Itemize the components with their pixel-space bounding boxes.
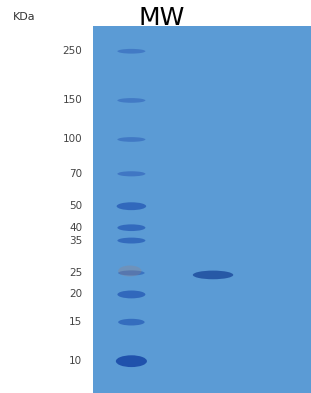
Text: 15: 15 [69,317,82,327]
Text: 20: 20 [69,289,82,299]
Text: 50: 50 [69,201,82,211]
Text: KDa: KDa [12,12,35,22]
Text: 10: 10 [69,356,82,366]
Text: 35: 35 [69,235,82,246]
Text: MW: MW [138,6,185,30]
Ellipse shape [118,224,146,231]
Ellipse shape [118,238,146,244]
Text: 40: 40 [69,223,82,233]
Ellipse shape [118,171,146,176]
Bar [93,26,311,393]
Ellipse shape [118,270,145,275]
Text: 25: 25 [69,268,82,278]
Ellipse shape [193,271,233,279]
Ellipse shape [118,137,146,142]
Text: 70: 70 [69,169,82,179]
Text: 100: 100 [63,134,82,145]
Ellipse shape [116,355,147,367]
Ellipse shape [118,98,146,103]
Ellipse shape [118,266,142,277]
Text: 150: 150 [63,95,82,105]
Ellipse shape [118,290,146,298]
Ellipse shape [118,49,146,53]
Text: 250: 250 [63,46,82,56]
Ellipse shape [117,202,146,210]
Ellipse shape [118,319,145,325]
